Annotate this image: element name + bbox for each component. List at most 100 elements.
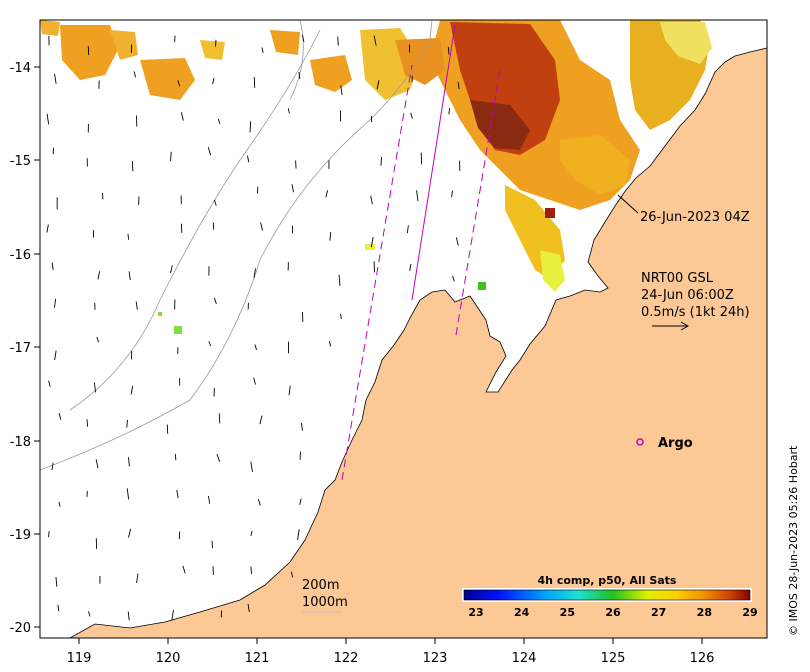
current-vector xyxy=(58,412,62,420)
current-vector xyxy=(325,190,329,198)
current-vector xyxy=(170,265,173,274)
current-vector xyxy=(136,573,139,583)
current-vector xyxy=(340,313,342,319)
current-vector xyxy=(253,377,256,385)
current-vector xyxy=(337,36,339,46)
current-vector xyxy=(370,237,374,248)
colorbar-tick-label: 28 xyxy=(697,606,712,619)
colorbar-tick-label: 24 xyxy=(514,606,530,619)
x-tick-label: 123 xyxy=(423,651,448,666)
current-vector xyxy=(287,108,290,114)
current-vector xyxy=(211,540,213,549)
current-vector xyxy=(249,121,252,133)
current-vector xyxy=(328,341,332,347)
current-vector xyxy=(97,271,101,280)
current-vector xyxy=(338,274,341,286)
x-tick-label: 124 xyxy=(512,651,537,666)
current-vector xyxy=(218,413,221,424)
y-tick-label: -16 xyxy=(10,248,31,263)
x-tick-label: 122 xyxy=(334,651,359,666)
current-vector xyxy=(257,498,261,506)
current-vector xyxy=(247,603,250,612)
colorbar-tick-label: 29 xyxy=(742,606,757,619)
current-vector xyxy=(298,72,301,79)
current-vector xyxy=(373,261,376,273)
current-vector xyxy=(95,459,99,469)
y-tick-label: -14 xyxy=(10,61,31,76)
y-axis: -14 -15 -16 -17 -18 -19 -20 xyxy=(10,61,40,636)
current-vector xyxy=(253,77,256,88)
current-vector xyxy=(370,195,373,205)
current-vector xyxy=(51,462,54,471)
colorbar-tick-label: 25 xyxy=(560,606,575,619)
current-vector xyxy=(88,611,91,617)
colorbar-title: 4h comp, p50, All Sats xyxy=(538,574,677,587)
current-vector xyxy=(48,380,51,387)
current-vector xyxy=(406,225,409,234)
current-vector xyxy=(128,457,130,467)
current-vector xyxy=(288,385,291,396)
current-vector xyxy=(410,112,413,119)
current-vector xyxy=(291,184,294,193)
current-vector xyxy=(55,576,58,587)
x-tick-label: 126 xyxy=(690,651,715,666)
y-tick-label: -20 xyxy=(10,621,31,636)
x-tick-label: 121 xyxy=(245,651,270,666)
sst-patches xyxy=(40,20,712,334)
y-tick-label: -17 xyxy=(10,341,31,356)
current-time-label: 24-Jun 06:00Z xyxy=(641,288,734,303)
colorbar-tick-label: 26 xyxy=(605,606,621,619)
credit-label: © IMOS 28-Jun-2023 05:26 Hobart xyxy=(787,445,800,636)
current-vector xyxy=(250,566,252,574)
colorbar-tick-label: 23 xyxy=(468,606,483,619)
x-tick-label: 119 xyxy=(67,651,92,666)
current-vector xyxy=(176,489,179,499)
current-vector xyxy=(182,565,186,574)
current-vector xyxy=(54,73,57,84)
current-vector xyxy=(409,263,412,271)
current-vectors xyxy=(46,34,461,621)
current-vector xyxy=(261,47,264,53)
current-vector xyxy=(57,604,60,612)
isobath-1000-label: 1000m xyxy=(302,595,348,610)
isobath-lines xyxy=(40,20,433,471)
current-vector xyxy=(376,80,380,90)
current-vector xyxy=(416,190,419,202)
scale-arrow-icon xyxy=(652,321,690,331)
pass-time-label: 26-Jun-2023 04Z xyxy=(640,210,750,225)
current-vector xyxy=(301,422,303,431)
current-vector xyxy=(301,34,305,42)
current-vector xyxy=(93,382,96,393)
isobath-200-label: 200m xyxy=(302,578,339,593)
current-vector xyxy=(174,453,177,461)
current-vector xyxy=(301,311,304,322)
argo-float-icon xyxy=(636,438,644,446)
current-scale-label: 0.5m/s (1kt 24h) xyxy=(641,305,750,320)
current-vector xyxy=(46,113,50,125)
current-vector xyxy=(135,301,138,310)
current-vector xyxy=(127,611,130,621)
current-vector xyxy=(213,297,217,304)
current-vector xyxy=(451,190,453,198)
current-vector xyxy=(46,224,49,233)
current-vector xyxy=(126,488,130,500)
current-product-label: NRT00 GSL xyxy=(641,271,714,286)
colorbar-tick-label: 27 xyxy=(651,606,666,619)
plot-frame xyxy=(39,19,768,639)
current-vector xyxy=(250,530,253,536)
current-vector xyxy=(340,85,343,96)
current-vector xyxy=(208,341,212,347)
current-vector xyxy=(53,298,57,308)
current-vector xyxy=(299,498,302,505)
land-mass xyxy=(69,47,767,638)
current-vector xyxy=(448,107,451,115)
current-vector xyxy=(96,336,100,343)
y-tick-label: -15 xyxy=(10,154,31,169)
current-vector xyxy=(58,501,61,507)
current-vector xyxy=(217,119,221,124)
x-tick-label: 120 xyxy=(156,651,181,666)
current-vector xyxy=(290,571,294,578)
y-tick-label: -18 xyxy=(10,435,31,450)
current-vector xyxy=(207,146,212,156)
